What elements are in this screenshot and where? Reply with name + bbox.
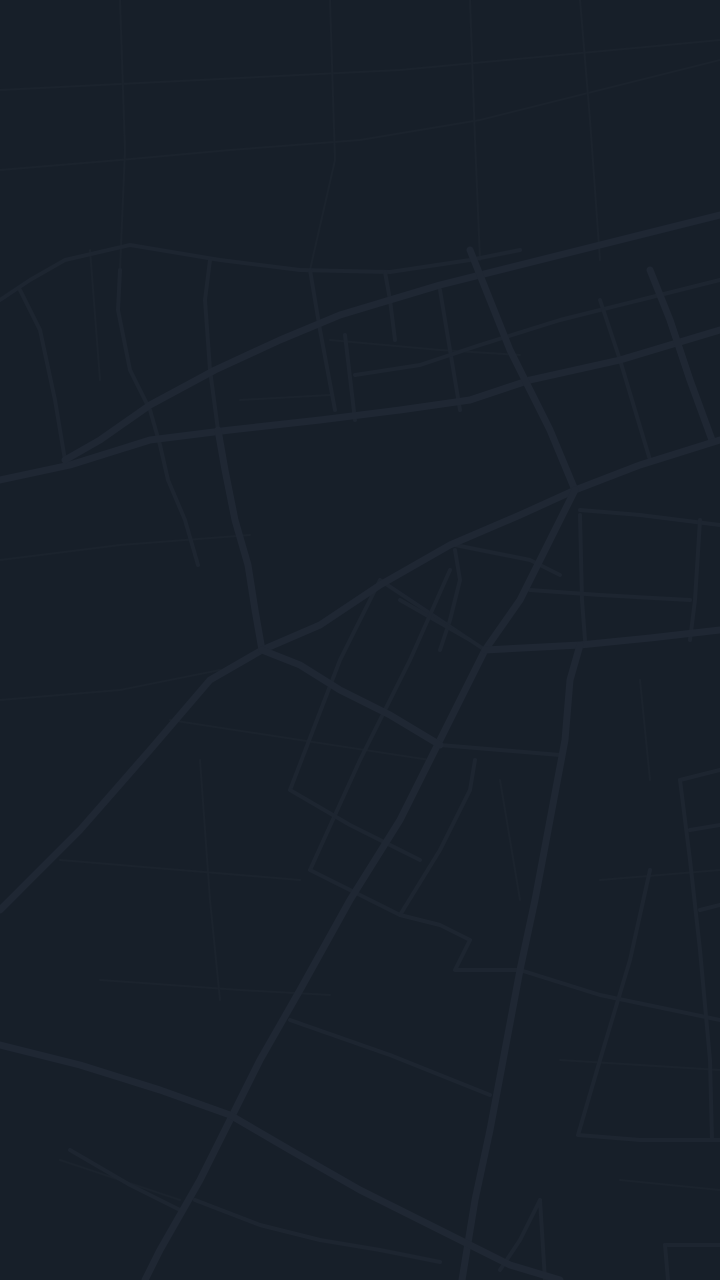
road-major <box>141 486 579 1280</box>
road-minor <box>639 679 651 781</box>
road-minor <box>329 339 521 356</box>
road-mid <box>578 513 587 642</box>
road-minor <box>0 39 720 91</box>
road-mid <box>398 913 472 942</box>
road-minor <box>59 859 301 881</box>
road-mid <box>528 588 692 602</box>
road-major <box>646 266 716 444</box>
road-mid <box>353 278 720 377</box>
road-mid <box>578 508 720 527</box>
road-mid <box>203 258 220 432</box>
mid-roads <box>0 243 720 1280</box>
road-major <box>214 426 266 654</box>
road-minor <box>0 534 251 561</box>
road-mid <box>453 938 522 972</box>
road-major <box>571 436 720 494</box>
road-mid <box>518 968 720 1022</box>
road-mid <box>698 903 720 912</box>
road-mid <box>383 270 397 342</box>
road-mid <box>308 868 402 917</box>
road-minor <box>559 1059 720 1071</box>
road-mid <box>688 823 720 832</box>
road-major <box>61 211 720 464</box>
road-minor <box>599 869 720 881</box>
road-minor <box>469 0 481 261</box>
road-minor <box>199 759 221 1001</box>
road-minor <box>239 394 331 401</box>
minor-roads <box>0 0 720 1200</box>
road-mid <box>0 243 522 302</box>
road-major <box>481 626 720 654</box>
road-mid <box>678 768 720 782</box>
road-mid <box>678 778 714 1142</box>
road-mid <box>576 868 720 1142</box>
road-minor <box>309 0 336 271</box>
road-mid <box>116 268 200 567</box>
road-minor <box>0 59 720 171</box>
road-mid <box>288 578 382 792</box>
road-mid <box>438 288 462 412</box>
road-major <box>0 1041 564 1280</box>
road-major <box>258 646 444 749</box>
road-mid <box>68 1148 182 1212</box>
road-minor <box>499 779 521 901</box>
road-mid <box>398 758 477 917</box>
road-mid <box>398 598 472 642</box>
road-mid <box>538 1198 547 1280</box>
road-mid <box>193 1198 442 1264</box>
road-major <box>466 246 579 494</box>
road-minor <box>579 0 601 261</box>
road-mid <box>598 298 652 462</box>
major-roads <box>0 211 720 1280</box>
road-mid <box>438 743 562 757</box>
road-mid <box>453 543 562 577</box>
road-minor <box>619 1179 720 1191</box>
road-mid <box>288 788 422 862</box>
road-mid <box>663 1243 670 1280</box>
road-mid <box>343 333 357 422</box>
road-minor <box>169 719 431 761</box>
road-mid <box>688 518 702 642</box>
road-major <box>0 326 720 484</box>
road-minor <box>0 669 221 701</box>
road-major <box>0 486 579 914</box>
road-mid <box>288 1018 492 1097</box>
road-minor <box>119 0 126 271</box>
road-mid <box>308 268 337 412</box>
road-major <box>458 641 584 1280</box>
road-minor <box>89 249 101 381</box>
road-mid <box>438 548 462 652</box>
road-mid <box>18 288 67 462</box>
